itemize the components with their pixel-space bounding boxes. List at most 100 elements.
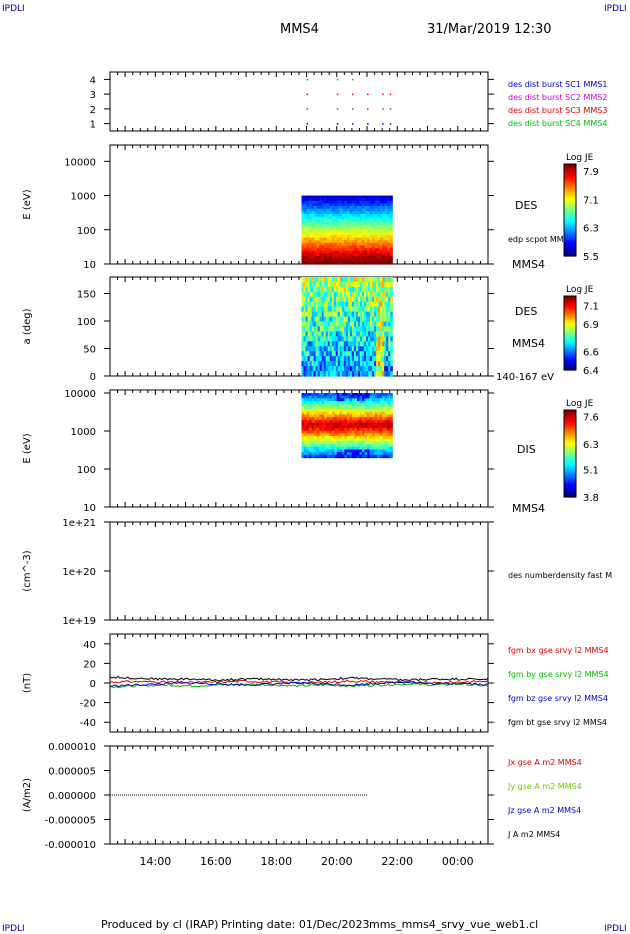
- des-energy-cell: [387, 219, 391, 223]
- des-energy-cell: [331, 216, 335, 220]
- des-pitch-cell: [311, 331, 315, 337]
- dis-energy-cell: [377, 409, 381, 413]
- des-pitch-cell: [331, 361, 335, 367]
- des-pitch-cell: [305, 291, 309, 298]
- des-pitch-cell: [345, 346, 349, 352]
- dis-energy-cell: [359, 427, 363, 432]
- des-pitch-cell: [309, 336, 313, 342]
- des-energy-cell: [389, 248, 393, 252]
- dis-energy-cell: [331, 444, 335, 448]
- des-energy-cell: [367, 248, 371, 252]
- des-energy-cell: [329, 198, 333, 202]
- dis-energy-cell: [339, 438, 343, 443]
- dis-energy-cell: [334, 393, 338, 397]
- panel-3-colorbar-cell: [564, 412, 576, 415]
- des-pitch-cell: [301, 346, 305, 352]
- dis-energy-cell: [367, 430, 371, 434]
- des-pitch-cell: [301, 316, 305, 323]
- des-pitch-cell: [362, 301, 365, 308]
- des-energy-cell: [339, 195, 343, 199]
- des-pitch-cell: [388, 296, 391, 303]
- des-pitch-cell: [347, 326, 351, 333]
- des-energy-cell: [321, 232, 325, 236]
- des-energy-cell: [359, 229, 363, 234]
- des-pitch-cell: [325, 321, 329, 328]
- dis-energy-cell: [356, 449, 361, 453]
- des-energy-cell: [304, 258, 308, 262]
- dis-energy-cell: [369, 417, 373, 421]
- dis-energy-cell: [304, 436, 308, 440]
- dis-energy-cell: [309, 454, 313, 459]
- dis-energy-cell: [329, 419, 333, 424]
- panel-1-colorbar-cell: [564, 223, 576, 227]
- dis-energy-cell: [382, 438, 386, 443]
- des-pitch-cell: [309, 341, 313, 347]
- dis-energy-cell: [321, 393, 325, 397]
- des-energy-cell: [309, 240, 313, 244]
- dis-energy-cell: [346, 414, 350, 418]
- dis-energy-cell: [379, 406, 383, 410]
- des-energy-cell: [336, 256, 340, 260]
- dis-energy-cell: [389, 446, 393, 451]
- dis-energy-cell: [321, 401, 325, 405]
- des-energy-cell: [326, 211, 330, 215]
- des-energy-cell: [384, 245, 388, 249]
- des-pitch-cell: [343, 306, 347, 313]
- dis-energy-cell: [362, 398, 366, 402]
- des-energy-cell: [331, 224, 335, 228]
- des-energy-cell: [387, 237, 391, 241]
- des-energy-cell: [316, 198, 320, 202]
- dis-energy-cell: [341, 427, 345, 432]
- panel-5-ytick-label: 20: [83, 659, 96, 670]
- des-pitch-cell: [339, 286, 343, 293]
- dis-energy-cell: [316, 414, 320, 418]
- des-pitch-cell: [333, 341, 337, 347]
- des-pitch-cell: [349, 306, 353, 313]
- dis-energy-cell: [367, 406, 371, 410]
- panel-2-colorbar-cell: [564, 349, 576, 353]
- dis-energy-cell: [372, 427, 376, 432]
- des-energy-cell: [321, 237, 325, 241]
- dis-energy-cell: [344, 409, 348, 413]
- des-energy-cell: [339, 258, 343, 262]
- des-energy-cell: [341, 248, 345, 252]
- dis-energy-cell: [354, 419, 358, 424]
- des-energy-cell: [311, 248, 315, 252]
- des-pitch-cell: [337, 301, 341, 308]
- des-pitch-cell: [307, 301, 311, 308]
- des-energy-cell: [324, 242, 328, 247]
- des-pitch-cell: [349, 351, 353, 357]
- des-pitch-cell: [323, 356, 327, 362]
- des-pitch-cell: [355, 321, 359, 328]
- des-pitch-cell: [357, 356, 361, 362]
- des-energy-cell: [311, 216, 315, 220]
- des-energy-cell: [349, 195, 353, 199]
- des-pitch-cell: [303, 277, 307, 283]
- dis-energy-cell: [316, 409, 320, 413]
- dis-energy-cell: [326, 444, 330, 448]
- des-energy-cell: [314, 229, 318, 234]
- dis-energy-cell: [382, 446, 386, 451]
- des-pitch-cell: [388, 351, 391, 357]
- des-pitch-cell: [351, 371, 355, 377]
- des-pitch-cell: [317, 291, 321, 298]
- dis-energy-cell: [387, 452, 391, 456]
- dis-energy-cell: [319, 436, 323, 440]
- des-pitch-cell: [343, 301, 347, 308]
- des-pitch-cell: [378, 311, 381, 318]
- des-pitch-cell: [301, 361, 305, 367]
- dis-energy-cell: [311, 393, 315, 397]
- des-pitch-cell: [319, 296, 323, 303]
- des-energy-cell: [379, 211, 383, 215]
- des-pitch-cell: [386, 336, 389, 342]
- des-energy-cell: [301, 232, 305, 236]
- des-pitch-cell: [331, 331, 335, 337]
- des-energy-cell: [351, 213, 356, 218]
- des-pitch-cell: [341, 366, 345, 372]
- dis-energy-cell: [321, 411, 325, 416]
- des-energy-cell: [372, 219, 376, 223]
- des-pitch-cell: [374, 356, 377, 362]
- des-energy-cell: [369, 256, 373, 260]
- dis-energy-cell: [344, 438, 348, 443]
- dis-energy-cell: [362, 433, 366, 437]
